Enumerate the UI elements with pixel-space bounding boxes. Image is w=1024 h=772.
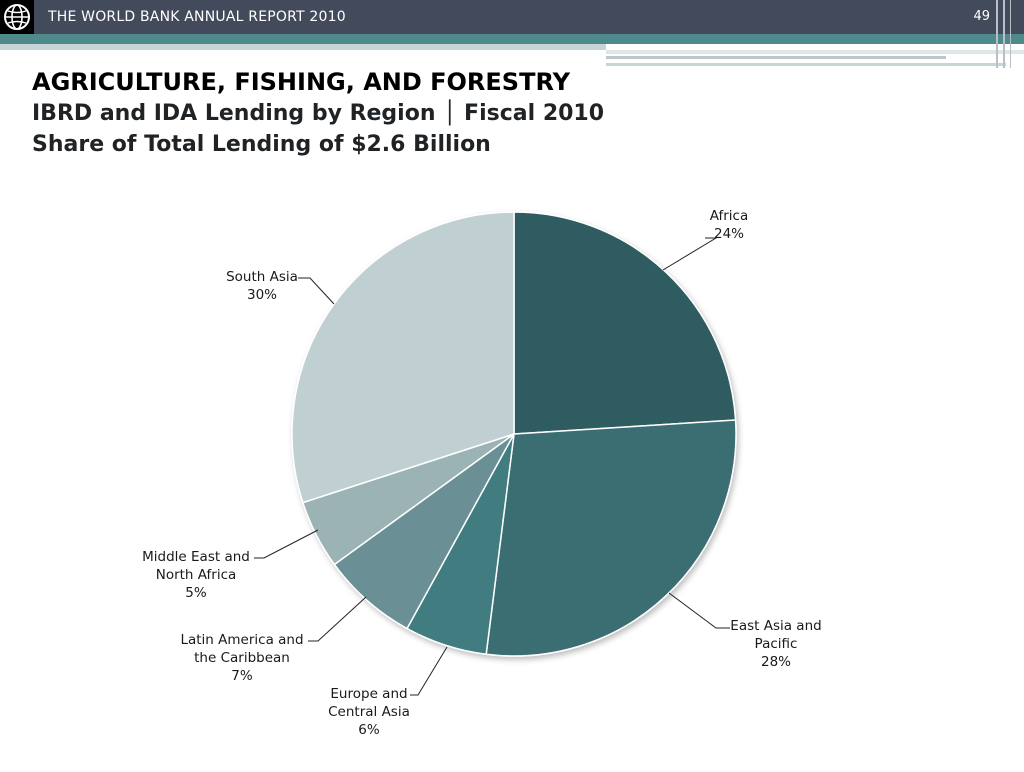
decorative-line <box>606 56 946 59</box>
slice-category-label: North Africa <box>156 567 237 583</box>
header-accent-bar <box>0 34 1024 44</box>
leader-line <box>254 529 319 559</box>
leader-line <box>662 237 718 271</box>
report-title: THE WORLD BANK ANNUAL REPORT 2010 <box>48 9 346 25</box>
header-stripe <box>0 44 606 50</box>
header-bar: THE WORLD BANK ANNUAL REPORT 2010 49 <box>0 0 1024 34</box>
slice-category-label: South Asia <box>226 269 298 285</box>
slice-category-label: Latin America and <box>180 632 303 648</box>
slice-percent-label: 24% <box>714 226 744 242</box>
slice-category-label: Europe and <box>330 686 407 702</box>
slice-category-label: Africa <box>710 208 749 224</box>
world-bank-globe-icon <box>0 0 34 34</box>
decorative-line <box>606 50 1024 54</box>
slide-subtitle: IBRD and IDA Lending by Region │ Fiscal … <box>32 101 605 126</box>
slice-percent-label: 5% <box>185 585 207 601</box>
slice-category-label: Pacific <box>755 636 798 652</box>
slide-title-block: AGRICULTURE, FISHING, AND FORESTRY IBRD … <box>32 66 604 160</box>
leader-line <box>668 592 730 629</box>
slice-category-label: Central Asia <box>328 704 410 720</box>
leader-line <box>410 646 448 696</box>
decorative-line <box>606 63 1006 66</box>
leader-line <box>308 596 367 642</box>
leader-line <box>298 277 335 305</box>
decorative-vertical-line <box>1010 0 1011 68</box>
slice-category-label: Middle East and <box>142 549 250 565</box>
slice-category-label: East Asia and <box>730 618 821 634</box>
slide-subtitle-2: Share of Total Lending of $2.6 Billion <box>32 132 491 157</box>
slice-percent-label: 6% <box>358 722 380 738</box>
slice-category-label: the Caribbean <box>194 650 290 666</box>
pie-slice <box>485 419 737 657</box>
pie-slice <box>291 211 515 504</box>
slice-percent-label: 7% <box>231 668 253 684</box>
page-number: 49 <box>973 9 990 24</box>
pie-slice <box>513 211 737 435</box>
decorative-vertical-line <box>996 0 998 68</box>
slice-percent-label: 30% <box>247 287 277 303</box>
decorative-vertical-line <box>1003 0 1005 68</box>
slide-title: AGRICULTURE, FISHING, AND FORESTRY <box>32 68 571 96</box>
slice-percent-label: 28% <box>761 654 791 670</box>
